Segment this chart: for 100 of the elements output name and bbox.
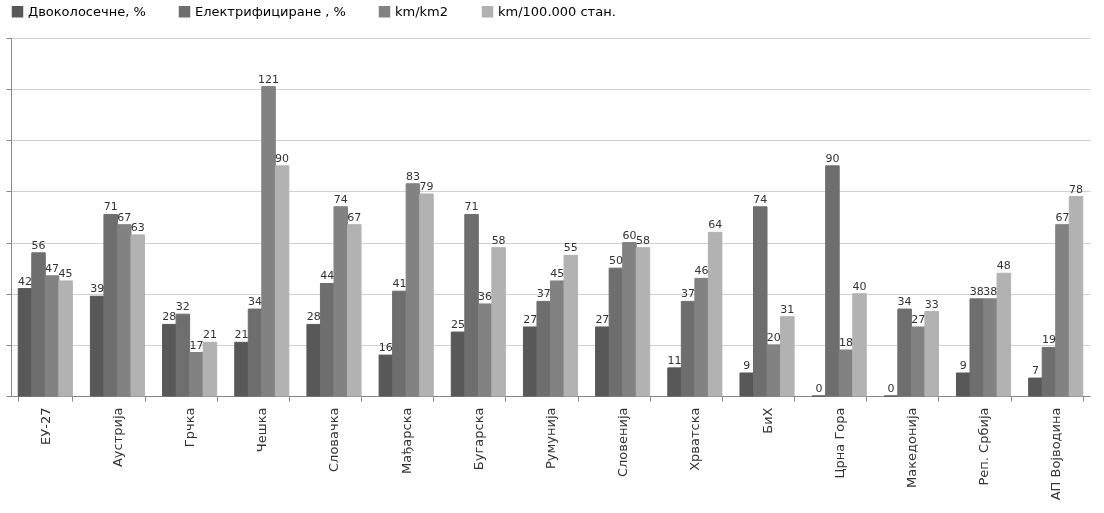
bar [595, 326, 610, 397]
bar [955, 372, 971, 397]
bar [333, 206, 349, 397]
bar [103, 213, 118, 397]
data-label: 45 [58, 266, 73, 280]
data-label: 78 [1069, 182, 1084, 196]
x-tick-label: Бугарска [470, 407, 486, 471]
legend-label: km/km2 [395, 3, 449, 19]
legend-label: km/100.000 стан. [498, 3, 616, 19]
bar [89, 295, 105, 397]
bar [522, 326, 538, 397]
bar [838, 349, 854, 397]
data-label: 60 [622, 228, 637, 242]
data-label: 21 [234, 328, 249, 342]
bar [608, 267, 624, 397]
bar [491, 247, 506, 397]
bar [825, 165, 840, 397]
data-label: 74 [753, 192, 768, 206]
data-label: 79 [419, 179, 434, 193]
bar [31, 252, 46, 397]
x-tick-label: Аустрија [109, 407, 125, 468]
bar [1055, 224, 1070, 397]
data-label: 40 [852, 279, 867, 293]
data-label: 71 [103, 200, 118, 214]
x-tick-label: Грчка [182, 407, 198, 448]
bar [707, 231, 723, 397]
data-label: 56 [31, 238, 46, 252]
bar [130, 234, 146, 397]
data-label: 67 [347, 210, 362, 224]
x-tick-label: Македонија [903, 407, 919, 489]
bar [175, 313, 191, 397]
bar [694, 277, 709, 397]
bar [550, 280, 565, 397]
data-label: 63 [130, 220, 145, 234]
data-label: 48 [996, 259, 1011, 273]
data-label: 67 [1055, 210, 1070, 224]
data-label: 21 [202, 328, 217, 342]
bar [897, 308, 912, 397]
data-label: 27 [595, 312, 610, 326]
bar [450, 331, 466, 397]
data-label: 90 [275, 151, 290, 165]
data-label: 19 [1041, 333, 1056, 347]
data-label: 58 [635, 233, 650, 247]
bar [347, 224, 362, 397]
data-label: 27 [911, 312, 926, 326]
data-label: 83 [405, 169, 420, 183]
data-label: 7 [1031, 364, 1039, 378]
bar [536, 300, 551, 397]
data-label: 38 [969, 284, 984, 298]
bar [780, 316, 795, 397]
bar [680, 300, 696, 397]
bar [189, 352, 204, 397]
bar [667, 367, 682, 397]
data-label: 58 [491, 233, 506, 247]
data-label: 9 [743, 358, 751, 372]
bar [464, 213, 479, 397]
bar [852, 293, 867, 397]
data-label: 121 [258, 72, 280, 86]
data-label: 37 [681, 287, 696, 301]
bar [202, 341, 218, 397]
bar [983, 298, 998, 397]
bar [1028, 377, 1043, 397]
data-label: 34 [897, 295, 912, 309]
bar [635, 247, 651, 397]
data-label: 55 [563, 241, 578, 255]
bar [969, 298, 985, 397]
bar [58, 280, 73, 397]
data-label: 32 [175, 300, 190, 314]
bar [739, 372, 754, 397]
x-tick-label: Мађарска [398, 407, 414, 474]
bar [17, 288, 33, 397]
legend-label: Двоколосечне, % [28, 3, 146, 19]
data-label: 50 [608, 254, 623, 268]
bar [162, 323, 177, 397]
bar [766, 344, 782, 397]
x-tick-label: Чешка [254, 407, 270, 453]
bar [910, 326, 926, 397]
data-label: 64 [708, 218, 723, 232]
bar [924, 311, 939, 397]
data-label: 25 [451, 318, 466, 332]
bar [319, 282, 335, 397]
data-label: 28 [162, 310, 177, 324]
bar [261, 86, 276, 397]
bar [405, 183, 421, 397]
x-tick-label: Словенија [615, 407, 631, 478]
data-label: 67 [117, 210, 132, 224]
bar [622, 242, 637, 397]
data-label: 33 [924, 297, 939, 311]
bar [752, 206, 768, 397]
bar [378, 354, 394, 397]
bar [116, 224, 132, 397]
data-label: 18 [838, 335, 853, 349]
data-label: 71 [464, 200, 479, 214]
data-label: 44 [320, 269, 335, 283]
bar [996, 272, 1012, 397]
data-label: 31 [780, 302, 795, 316]
x-tick-label: Словачка [326, 407, 342, 472]
x-tick-label: ЕУ-27 [37, 407, 53, 445]
data-label: 38 [983, 284, 998, 298]
data-label: 9 [959, 358, 967, 372]
